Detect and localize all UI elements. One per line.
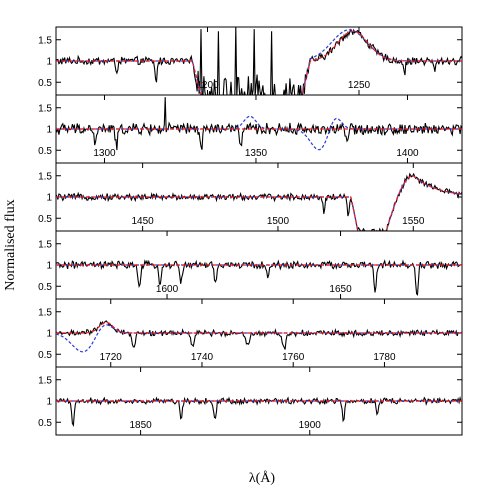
y-axis-title: Normalised flux	[3, 199, 18, 290]
model-red-line	[56, 321, 462, 334]
x-tick-label: 1200	[196, 80, 219, 91]
panel-1: 0.5 1 1.5 1200 1250	[38, 26, 463, 96]
y-tick-label: 0.5	[38, 418, 52, 429]
y-tick-label: 1.5	[38, 239, 52, 250]
panel-4: 0.5 1 1.5 1600 1650	[38, 230, 463, 300]
observed-spectrum-line	[56, 172, 462, 231]
x-tick-label: 1300	[93, 148, 116, 159]
model-blue-line	[56, 324, 462, 353]
x-tick-label: 1400	[396, 148, 419, 159]
y-tick-label: 1.5	[38, 307, 52, 318]
model-blue-line	[56, 175, 462, 231]
panels: 0.5 1 1.5 1200 1250 0.5 1 1.5 1300 1350 1400 0.5 1 1.…	[38, 26, 463, 436]
x-tick-label: 1740	[191, 352, 214, 363]
y-tick-label: 1	[46, 397, 52, 408]
x-tick-label: 1900	[299, 420, 322, 431]
observed-spectrum-line	[56, 97, 462, 151]
model-red-line	[56, 30, 462, 95]
model-red-line	[56, 175, 462, 231]
y-tick-label: 1	[46, 57, 52, 68]
x-tick-label: 1600	[156, 284, 179, 295]
x-tick-label: 1720	[100, 352, 123, 363]
panel-5: 0.5 1 1.5 1720 1740 1760 1780	[38, 298, 463, 368]
x-tick-label: 1650	[329, 284, 352, 295]
y-tick-label: 1	[46, 329, 52, 340]
y-tick-label: 0.5	[38, 282, 52, 293]
y-tick-label: 1	[46, 125, 52, 136]
x-tick-label: 1760	[282, 352, 305, 363]
x-tick-label: 1780	[373, 352, 396, 363]
panel-3: 0.5 1 1.5 1450 1500 1550	[38, 162, 463, 232]
y-tick-label: 1.5	[38, 171, 52, 182]
y-tick-label: 1.5	[38, 35, 52, 46]
x-tick-label: 1350	[245, 148, 268, 159]
panel-2: 0.5 1 1.5 1300 1350 1400	[38, 94, 463, 164]
x-tick-label: 1850	[129, 420, 152, 431]
y-tick-label: 1.5	[38, 375, 52, 386]
y-tick-label: 1	[46, 193, 52, 204]
y-tick-label: 0.5	[38, 214, 52, 225]
y-tick-label: 0.5	[38, 146, 52, 157]
y-tick-label: 1	[46, 261, 52, 272]
x-tick-label: 1500	[267, 216, 290, 227]
x-axis-title: λ(Å)	[249, 470, 276, 486]
x-tick-label: 1250	[348, 80, 371, 91]
observed-spectrum-line	[56, 27, 462, 95]
observed-spectrum-line	[56, 259, 462, 296]
x-tick-label: 1450	[131, 216, 154, 227]
y-tick-label: 1.5	[38, 103, 52, 114]
y-tick-label: 0.5	[38, 350, 52, 361]
observed-spectrum-line	[56, 395, 462, 427]
x-tick-label: 1550	[402, 216, 425, 227]
observed-spectrum-line	[56, 320, 462, 350]
y-tick-label: 0.5	[38, 78, 52, 89]
panel-6: 0.5 1 1.5 1850 1900	[38, 366, 463, 436]
